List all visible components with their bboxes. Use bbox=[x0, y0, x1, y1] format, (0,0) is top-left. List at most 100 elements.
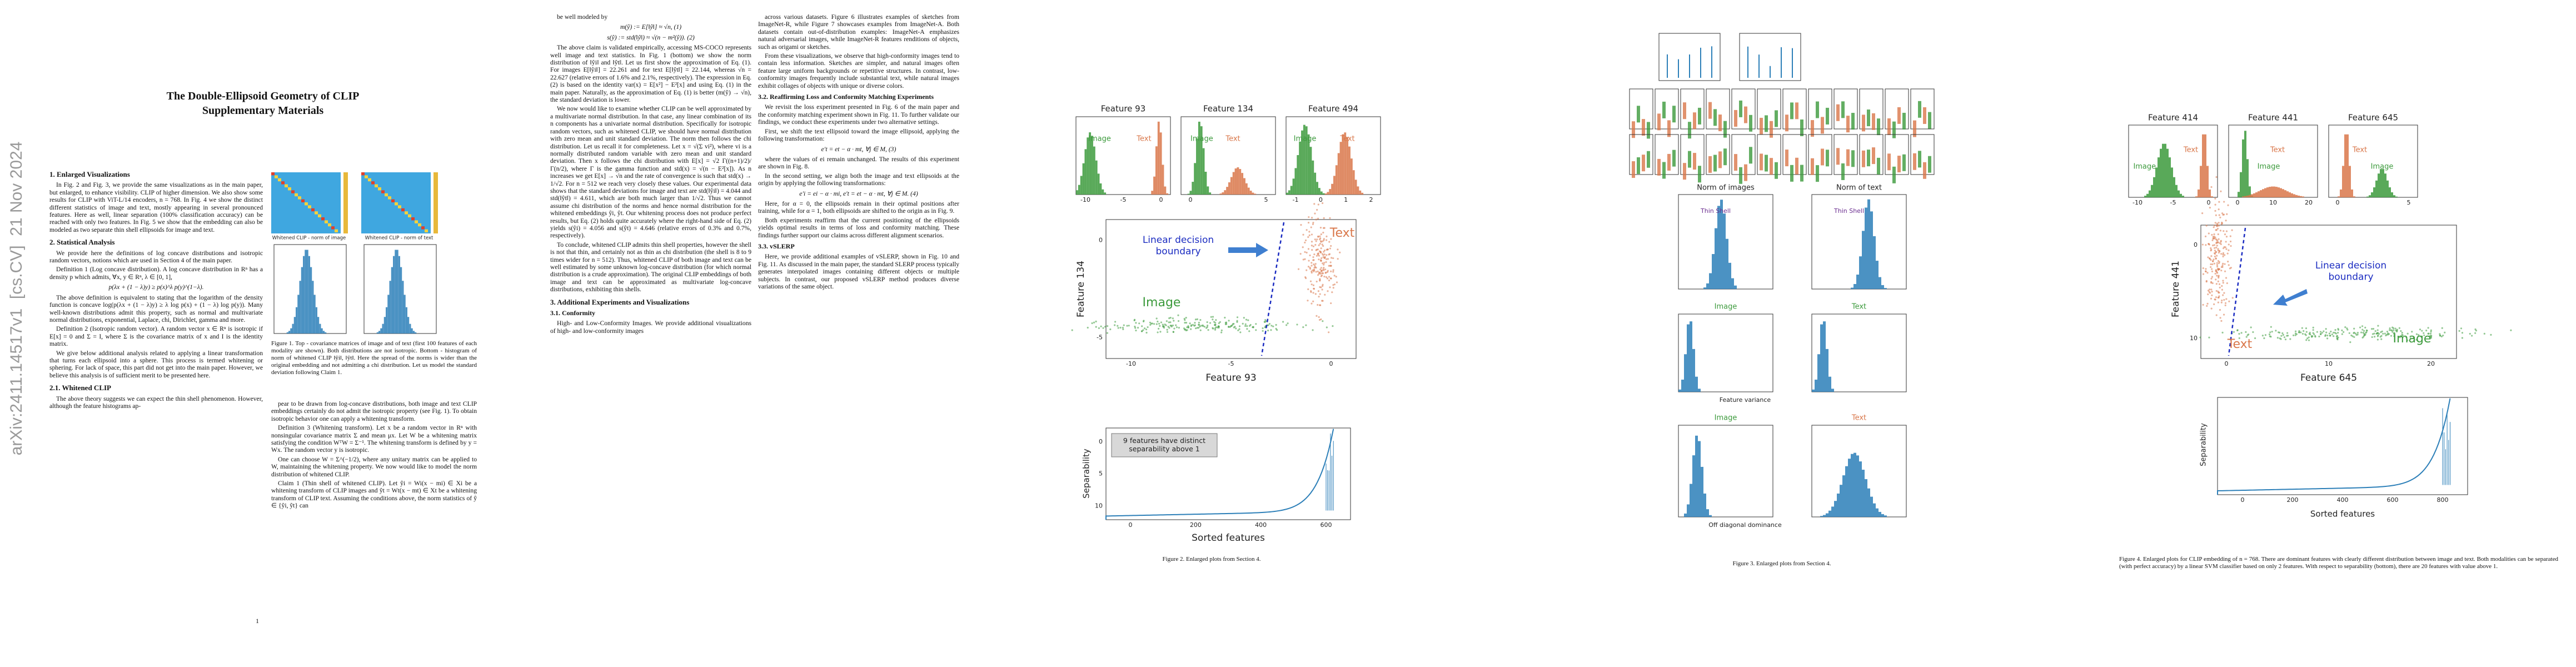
scatter-point bbox=[2215, 246, 2218, 249]
scatter-point bbox=[2370, 328, 2373, 330]
heatmap-diagonal bbox=[408, 214, 411, 217]
paragraph: We now would like to examine whether CLI… bbox=[550, 105, 751, 240]
scatter-point bbox=[2281, 332, 2284, 335]
scatter-point bbox=[1312, 300, 1314, 302]
scatter-point bbox=[1212, 316, 1214, 318]
scatter-point bbox=[1323, 251, 1325, 253]
heatmap-diagonal bbox=[288, 187, 291, 191]
plot-frame bbox=[1782, 134, 1807, 175]
scatter-point bbox=[1255, 329, 1257, 331]
thumbnail-bar bbox=[1892, 121, 1896, 138]
arrow bbox=[1228, 243, 1268, 257]
scatter-point bbox=[2231, 297, 2234, 299]
scatter-point bbox=[2393, 332, 2395, 335]
scatter-point bbox=[2264, 334, 2267, 336]
scatter-point bbox=[2206, 305, 2208, 307]
histogram-bar bbox=[2286, 191, 2289, 197]
scatter-point bbox=[1166, 331, 1169, 333]
scatter-point bbox=[2310, 335, 2313, 337]
histogram-bar bbox=[1867, 199, 1870, 289]
page-number: 1 bbox=[256, 617, 259, 625]
scatter-point bbox=[2399, 336, 2401, 339]
histogram-bar bbox=[393, 256, 395, 334]
scatter-point bbox=[2208, 336, 2210, 339]
scatter-point bbox=[1205, 327, 1208, 329]
thumbnail-bar bbox=[1688, 122, 1691, 139]
histogram-bar bbox=[1200, 126, 1203, 195]
thumbnail-bar bbox=[1744, 164, 1747, 181]
scatter-point bbox=[1324, 268, 1327, 271]
histogram-bar bbox=[1226, 187, 1228, 195]
thumbnail-bar bbox=[1816, 101, 1819, 118]
paragraph: Here, for α = 0, the ellipsoids remain i… bbox=[758, 200, 959, 215]
scatter-point bbox=[1317, 203, 1319, 206]
plot-frame bbox=[1859, 134, 1884, 175]
scatter-point bbox=[2391, 331, 2394, 333]
scatter-point bbox=[1184, 322, 1186, 324]
histogram-bar bbox=[2178, 190, 2180, 197]
histogram-bar bbox=[2340, 189, 2342, 197]
histogram-bar bbox=[1224, 190, 1227, 195]
scatter-point bbox=[1321, 243, 1323, 246]
histogram-bar bbox=[2251, 194, 2253, 197]
scatter-point bbox=[2219, 250, 2221, 252]
histogram-bar bbox=[1091, 136, 1093, 195]
scatter-point bbox=[1170, 325, 1173, 327]
histogram-bar bbox=[2269, 187, 2271, 197]
scatter-point bbox=[2216, 225, 2218, 227]
scatter-point bbox=[1207, 328, 1209, 331]
scatter-point bbox=[2356, 334, 2359, 336]
scatter-point bbox=[2261, 335, 2264, 337]
scatter-point bbox=[2337, 332, 2339, 334]
histogram-bar bbox=[1820, 516, 1823, 517]
tick-label: -5 bbox=[2170, 199, 2176, 206]
scatter-point bbox=[2460, 327, 2463, 330]
thumbnail-bar bbox=[1642, 119, 1645, 136]
plot-frame bbox=[1105, 427, 1351, 520]
scatter-point bbox=[1244, 325, 1247, 327]
figure-label: Sorted features bbox=[1192, 532, 1265, 544]
thumbnail-bar bbox=[1708, 156, 1712, 173]
scatter-point bbox=[2225, 248, 2228, 250]
thumbnail-bar bbox=[1897, 107, 1901, 124]
scatter-point bbox=[1332, 325, 1334, 327]
scatter-point bbox=[1145, 331, 1148, 334]
scatter-point bbox=[1196, 318, 1199, 321]
thumbnail-bar bbox=[1902, 154, 1906, 171]
histogram-bar bbox=[1346, 137, 1349, 195]
scatter-point bbox=[1215, 319, 1217, 321]
scatter-point bbox=[2218, 238, 2220, 240]
scatter-point bbox=[1316, 255, 1318, 257]
scatter-point bbox=[1145, 328, 1148, 331]
scatter-point bbox=[2320, 333, 2322, 335]
scatter-point bbox=[2325, 328, 2327, 330]
scatter-point bbox=[1328, 265, 1330, 267]
scatter-point bbox=[2210, 288, 2213, 291]
histogram-bar bbox=[1862, 231, 1865, 289]
heading: 2. Statistical Analysis bbox=[49, 238, 115, 247]
eq: p(λx + (1 − λ)y) ≥ p(x)^λ p(y)^(1−λ). bbox=[108, 283, 204, 291]
scatter-point bbox=[1122, 326, 1124, 329]
scatter-point bbox=[2223, 230, 2225, 232]
scatter-point bbox=[2282, 334, 2284, 336]
scatter-point bbox=[1315, 271, 1317, 273]
histogram-bar bbox=[1166, 193, 1169, 195]
tick-label: 20 bbox=[2427, 360, 2435, 367]
histogram-bar bbox=[1701, 466, 1703, 517]
scatter-point bbox=[1166, 328, 1168, 331]
plot-frame bbox=[1678, 313, 1773, 392]
scatter-point bbox=[2284, 339, 2287, 341]
scatter-point bbox=[2209, 206, 2211, 209]
eq: s(ŷ) := std(‖ŷ‖) ≈ √(n − m²(ŷ)). (2) bbox=[607, 33, 695, 41]
scatter-point bbox=[2223, 298, 2225, 301]
tick-label: 0 bbox=[1099, 237, 1103, 244]
scatter-point bbox=[1311, 265, 1313, 267]
histogram-bar bbox=[2393, 195, 2395, 197]
thumbnail-bar bbox=[1800, 119, 1803, 136]
scatter-point bbox=[1147, 326, 1149, 328]
scatter-point bbox=[1337, 258, 1339, 260]
scatter-point bbox=[1184, 328, 1187, 331]
thumbnail-bar bbox=[1672, 150, 1676, 167]
tick-label: 400 bbox=[2337, 496, 2349, 504]
scatter-point bbox=[2304, 333, 2306, 335]
